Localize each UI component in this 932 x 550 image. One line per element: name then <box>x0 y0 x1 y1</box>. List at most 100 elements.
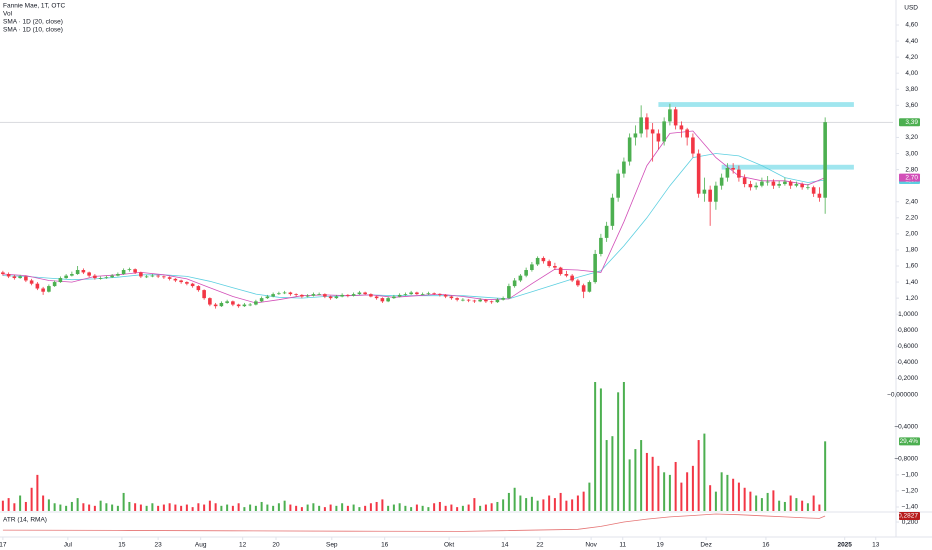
candle-body <box>691 137 695 154</box>
x-tick-label: 14 <box>501 542 509 549</box>
volume-bar <box>686 472 689 511</box>
volume-bar <box>450 504 453 511</box>
sma-value-label: 2,70 <box>905 174 918 181</box>
volume-bar <box>433 503 436 511</box>
candle-body <box>190 283 195 287</box>
y-tick-label: 0,6000 <box>898 343 918 350</box>
volume-bar <box>369 503 372 511</box>
volume-bar <box>599 388 602 511</box>
candle-body <box>24 276 28 281</box>
volume-bar <box>323 507 326 511</box>
y-tick-label: 2,20 <box>905 215 918 222</box>
y-tick-label: 1,80 <box>905 247 918 254</box>
candle-body <box>811 187 816 194</box>
x-tick-label: 22 <box>536 542 544 549</box>
volume-bar <box>490 503 493 511</box>
candle-body <box>409 292 413 295</box>
volume-bar <box>180 505 183 511</box>
x-tick-label: Nov <box>585 542 597 549</box>
volume-bar <box>111 504 114 511</box>
candle-body <box>685 129 689 138</box>
candle-body <box>403 294 408 295</box>
candle-body <box>334 296 339 299</box>
candle-body <box>271 294 275 297</box>
candle-body <box>587 282 592 292</box>
candle-body <box>725 167 730 178</box>
volume-bar <box>714 491 717 511</box>
candle-body <box>530 264 534 271</box>
y-tick-label: 3,00 <box>905 150 918 157</box>
x-tick-label: 16 <box>381 542 389 549</box>
candle-body <box>731 167 735 170</box>
candle-body <box>466 299 471 301</box>
candle-body <box>110 275 114 278</box>
x-tick-label: 13 <box>872 542 880 549</box>
y-tick-label: −1,40 <box>902 504 919 511</box>
volume-bar <box>628 459 631 511</box>
candle-body <box>231 301 235 305</box>
volume-bar <box>772 490 775 511</box>
volume-bar <box>461 505 464 511</box>
volume-bar <box>743 487 746 511</box>
volume-bar <box>47 499 50 511</box>
volume-bar <box>565 500 568 511</box>
volume-bar <box>438 501 441 511</box>
candle-body <box>679 125 684 130</box>
candle-body <box>35 283 40 289</box>
volume-bar <box>312 503 315 511</box>
volume-bar <box>105 503 108 511</box>
volume-bar <box>651 456 654 511</box>
volume-bar <box>553 498 556 511</box>
candle-body <box>104 277 109 279</box>
candle-body <box>449 296 454 299</box>
candle-body <box>714 185 718 202</box>
candle-body <box>656 133 661 142</box>
candle-body <box>760 181 764 186</box>
volume-bar <box>93 505 96 511</box>
candle-body <box>242 304 247 307</box>
volume-bar <box>387 505 390 511</box>
y-tick-label: 4,00 <box>905 70 918 77</box>
volume-bar <box>24 501 27 511</box>
candle-body <box>788 181 793 186</box>
candle-body <box>392 296 396 299</box>
y-tick-label: 4,20 <box>905 54 918 61</box>
candle-body <box>535 257 540 265</box>
volume-bar <box>536 500 539 511</box>
volume-bar <box>283 500 286 511</box>
price-value-label-bg <box>899 118 920 127</box>
volume-bar <box>755 495 758 511</box>
candle-body <box>162 276 166 278</box>
volume-bar <box>456 507 459 511</box>
candle-body <box>294 294 298 295</box>
candle-body <box>817 193 822 198</box>
x-tick-label: 16 <box>762 542 770 549</box>
candle-body <box>443 294 448 297</box>
volume-bar <box>254 505 257 511</box>
candle-body <box>662 121 666 142</box>
candle-body <box>754 185 758 188</box>
candle-body <box>564 274 569 276</box>
y-tick-label: 0,4000 <box>898 359 918 366</box>
candle-body <box>673 109 678 126</box>
volume-bar <box>789 495 792 511</box>
volume-bar <box>663 472 666 511</box>
volume-bar <box>496 501 499 511</box>
candle-body <box>167 277 172 279</box>
candle-body <box>472 300 477 302</box>
volume-bar <box>174 504 177 511</box>
y-tick-label: 0,2000 <box>898 375 918 382</box>
volume-bar <box>220 505 223 511</box>
volume-bar <box>398 503 401 511</box>
candle-body <box>311 294 316 296</box>
candle-body <box>12 276 17 279</box>
candle-body <box>254 301 258 305</box>
volume-bar <box>151 503 154 511</box>
volume-bar <box>19 495 22 511</box>
candle-body <box>357 292 362 295</box>
volume-bar <box>473 498 476 511</box>
volume-bar <box>749 491 752 511</box>
volume-bar <box>157 505 160 511</box>
candle-body <box>576 280 580 286</box>
volume-bar <box>197 503 200 511</box>
